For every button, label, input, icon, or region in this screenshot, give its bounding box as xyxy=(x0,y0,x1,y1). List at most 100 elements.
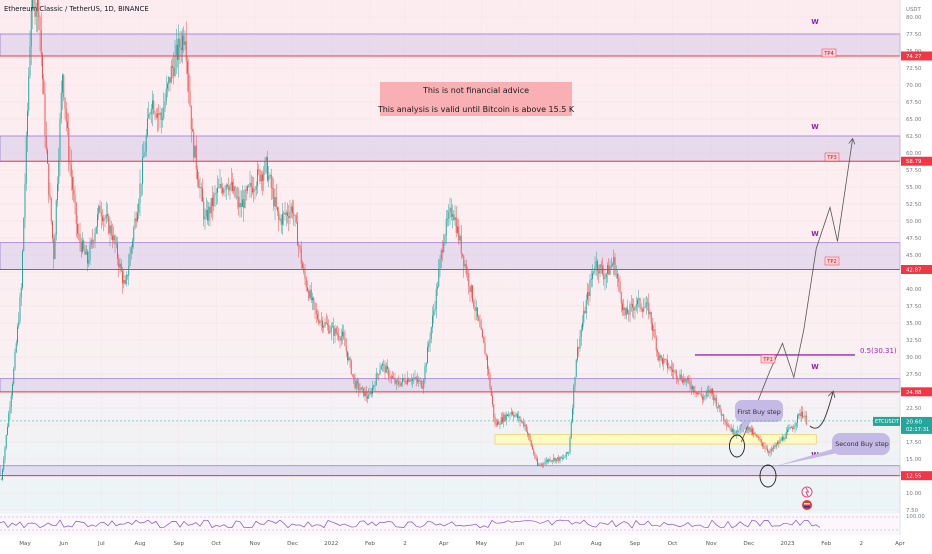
candle-body xyxy=(747,429,748,431)
candle-body xyxy=(353,374,355,378)
candle-body xyxy=(727,424,728,426)
candle-body xyxy=(20,287,22,298)
candle-body xyxy=(90,240,92,245)
indicator-line xyxy=(0,519,821,529)
candle-body xyxy=(413,378,415,380)
indicator-tick-100: 100.00 xyxy=(906,514,925,520)
candle-body xyxy=(708,390,710,392)
candle-body xyxy=(328,324,330,334)
candle-body xyxy=(503,414,505,423)
candle-body xyxy=(244,189,246,208)
candle-body xyxy=(502,417,503,423)
candle-body xyxy=(282,213,283,225)
candle-body xyxy=(348,357,350,361)
candle-body xyxy=(332,326,333,328)
candle-body xyxy=(659,355,661,361)
candle-body xyxy=(522,421,523,422)
current-price-tag xyxy=(901,416,932,434)
candle-body xyxy=(169,77,171,83)
first-buy-callout-pointer xyxy=(738,421,752,437)
candle-body xyxy=(239,202,241,208)
candle-body xyxy=(192,129,193,132)
price-level-label: 24.88 xyxy=(906,390,922,396)
candle-body xyxy=(8,413,10,427)
candle-body xyxy=(330,327,332,332)
candle-body xyxy=(223,189,225,193)
candle-body xyxy=(712,388,713,394)
time-tick-label: 2022 xyxy=(324,541,338,547)
candle-body xyxy=(425,363,427,367)
candle-body xyxy=(2,469,3,480)
candle-body xyxy=(170,65,172,83)
candle-body xyxy=(208,206,210,221)
candle-body xyxy=(309,289,311,299)
candle-body xyxy=(337,333,338,335)
candle-body xyxy=(362,387,363,388)
candle-body xyxy=(735,431,737,434)
candle-body xyxy=(463,255,465,267)
candle-body xyxy=(598,270,600,274)
tp-tag-box xyxy=(824,152,840,162)
candle-body xyxy=(524,424,526,427)
candle-body xyxy=(623,307,625,311)
candle-body xyxy=(30,9,32,46)
candle-body xyxy=(715,397,717,407)
candle-body xyxy=(160,112,162,120)
candle-body xyxy=(748,426,750,430)
symbol-tag xyxy=(873,416,900,426)
candle-body xyxy=(24,183,26,219)
candle-body xyxy=(690,386,692,390)
event-flag-icon[interactable] xyxy=(802,500,812,510)
candle-body xyxy=(347,351,348,361)
candle-body xyxy=(547,460,548,462)
candle-body xyxy=(740,423,742,428)
candle-body xyxy=(317,313,318,320)
candle-body xyxy=(512,412,513,415)
time-tick-label: May xyxy=(475,541,487,547)
candle-body xyxy=(517,414,518,419)
price-tick-label: 50.00 xyxy=(906,219,922,225)
candle-body xyxy=(44,94,46,136)
candle-body xyxy=(652,323,653,331)
candle-body xyxy=(298,245,300,247)
candle-body xyxy=(417,379,418,382)
price-tick-label: 7.50 xyxy=(906,508,919,514)
candle-body xyxy=(583,310,585,323)
candle-body xyxy=(148,114,150,119)
tp-tag-label: TP3 xyxy=(826,155,837,161)
candle-body xyxy=(339,338,341,341)
candle-body xyxy=(165,88,167,102)
candle-body xyxy=(448,211,450,219)
candle-body xyxy=(49,194,51,199)
time-tick-label: Aug xyxy=(135,541,146,547)
candle-body xyxy=(398,381,400,385)
candle-body xyxy=(673,370,675,373)
candle-body xyxy=(267,157,268,181)
candle-body xyxy=(559,456,561,461)
candle-body xyxy=(47,149,48,164)
note-line-2: This analysis is valid until Bitcoin is … xyxy=(377,105,575,114)
candle-body xyxy=(159,112,161,115)
candle-body xyxy=(764,446,766,449)
candle-body xyxy=(774,445,776,447)
candle-body xyxy=(369,392,371,395)
candle-body xyxy=(513,414,515,417)
candle-body xyxy=(157,113,158,118)
candle-body xyxy=(757,436,758,438)
candle-body xyxy=(420,380,422,388)
candle-body xyxy=(403,378,405,380)
candle-body xyxy=(74,194,76,203)
candle-body xyxy=(619,281,621,293)
candle-body xyxy=(624,307,626,316)
candle-body xyxy=(124,280,126,285)
candle-body xyxy=(202,188,203,202)
candle-body xyxy=(705,392,707,396)
candle-body xyxy=(113,235,115,241)
price-level-label: 74.27 xyxy=(906,54,921,60)
candle-body xyxy=(252,187,253,193)
candle-body xyxy=(762,442,763,446)
candle-body xyxy=(530,440,532,446)
candle-body xyxy=(32,0,33,10)
candle-body xyxy=(84,248,86,255)
